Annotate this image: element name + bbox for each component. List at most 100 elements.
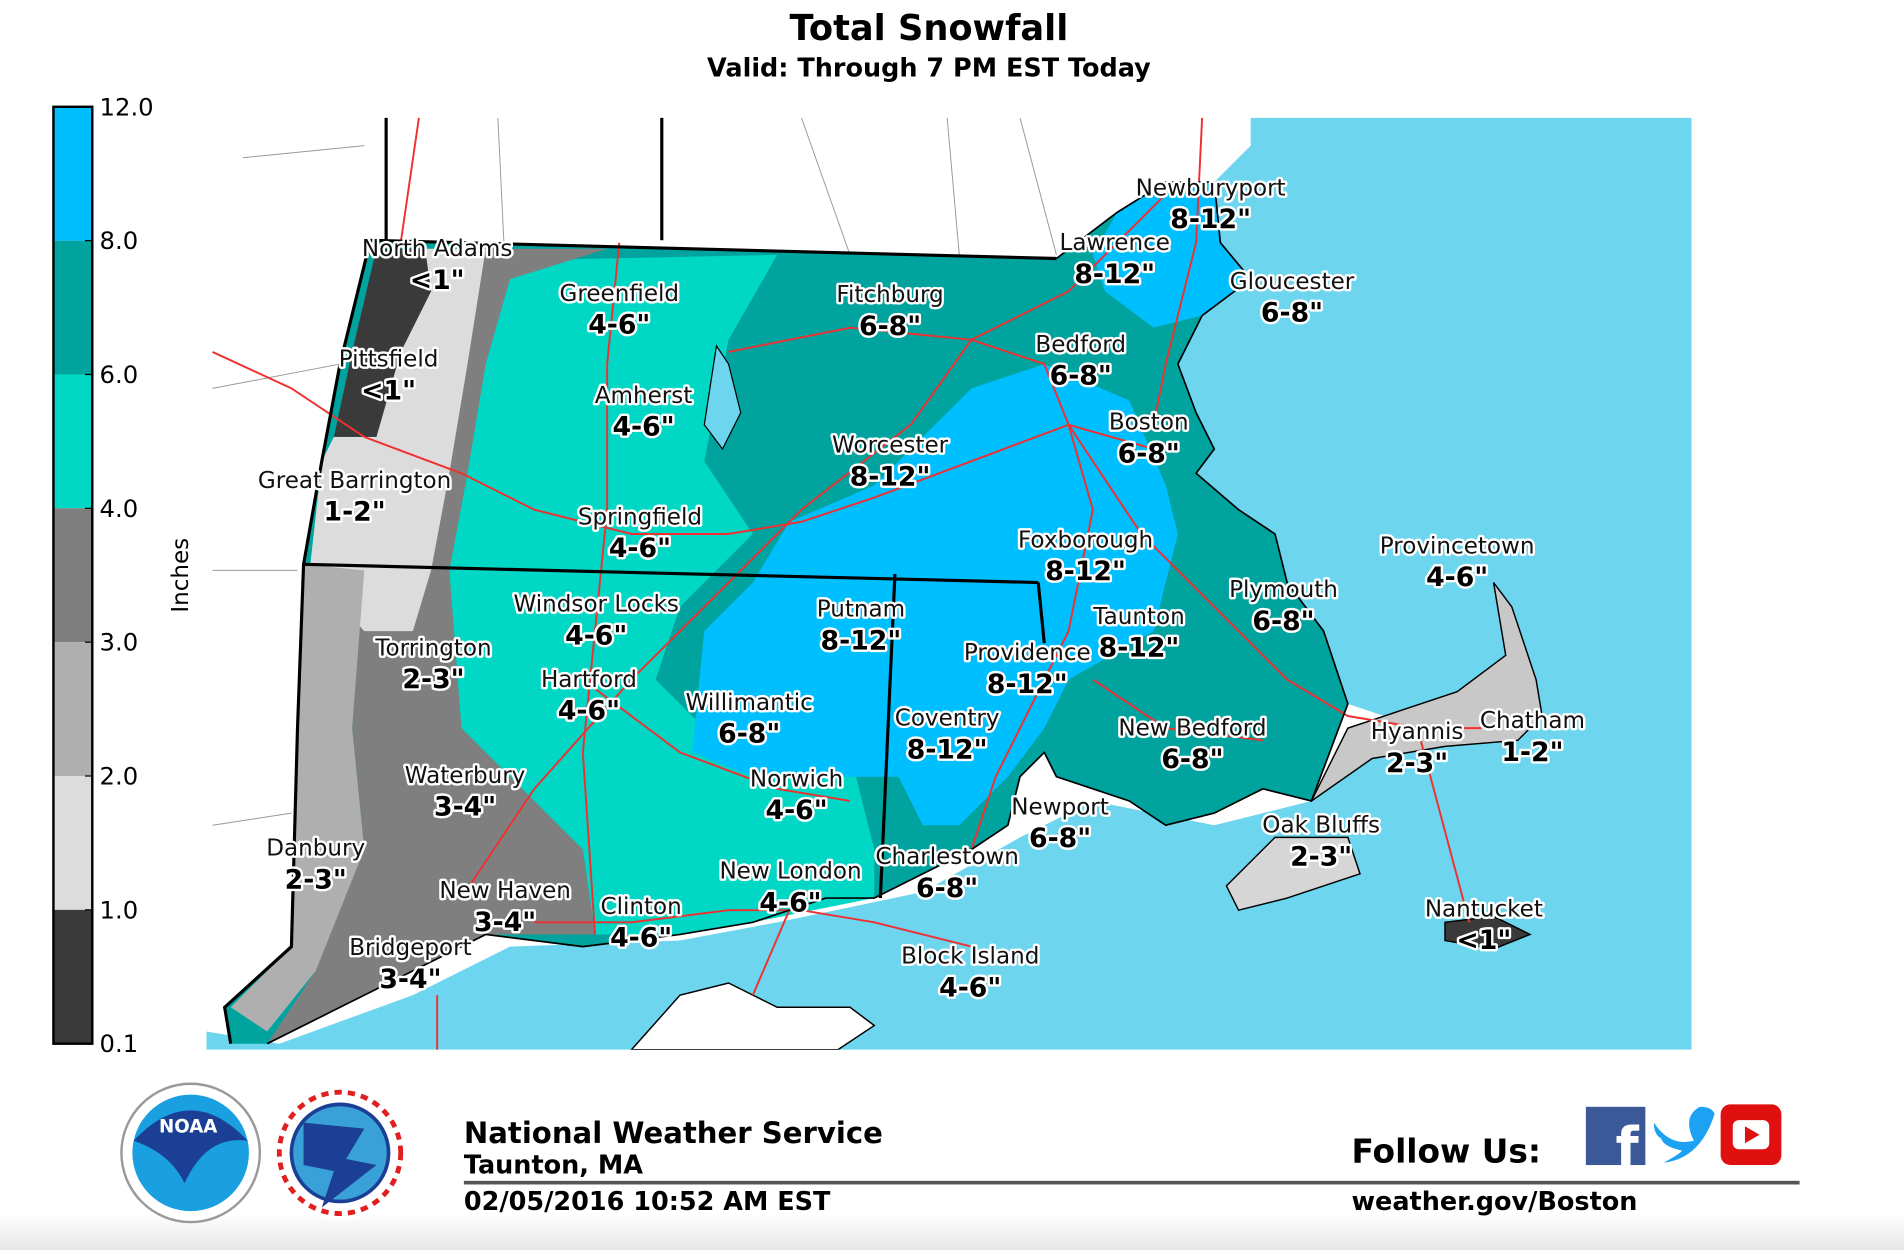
snowfall-amount: 4-6"	[1426, 562, 1488, 593]
location-name: Worcester	[832, 433, 949, 459]
twitter-icon[interactable]	[1653, 1106, 1715, 1163]
colorbar-tick-label: 4.0	[100, 494, 139, 523]
location-label: Gloucester 6-8"	[1227, 266, 1357, 331]
location-label: Bedford 6-8"	[1033, 330, 1128, 395]
snowfall-amount: 6-8"	[916, 873, 978, 904]
snowfall-amount: 3-4"	[474, 907, 536, 938]
location-label: Charlestown 6-8"	[873, 842, 1021, 907]
location-name: New London	[719, 859, 861, 885]
location-name: Nantucket	[1425, 896, 1543, 922]
location-name: Springfield	[578, 504, 702, 530]
nws-logo	[273, 1086, 407, 1220]
location-name: Oak Bluffs	[1262, 813, 1380, 839]
youtube-icon[interactable]	[1720, 1104, 1782, 1166]
location-label: North Adams <1"	[360, 234, 515, 299]
location-name: Newburyport	[1136, 175, 1286, 201]
snowfall-amount: 4-6"	[565, 620, 627, 651]
location-name: Fitchburg	[836, 282, 943, 308]
location-name: Windsor Locks	[513, 592, 678, 618]
location-label: Amherst 4-6"	[592, 380, 694, 445]
location-name: Clinton	[601, 894, 682, 920]
location-name: Coventry	[895, 706, 1000, 732]
snowfall-amount: 4-6"	[610, 923, 672, 954]
snow-2-3in	[230, 564, 365, 1032]
location-label: Fitchburg 6-8"	[834, 280, 946, 345]
website-link[interactable]: weather.gov/Boston	[1352, 1187, 1638, 1217]
footer-divider	[463, 1180, 1800, 1185]
snowfall-amount: <1"	[410, 265, 465, 296]
location-label: Newport 6-8"	[1009, 792, 1111, 857]
location-name: Hyannis	[1371, 719, 1464, 745]
colorbar-tick-label: 12.0	[100, 92, 154, 121]
colorbar-tick-label: 3.0	[100, 628, 139, 657]
location-labels: North Adams<1"Pittsfield<1"Great Barring…	[255, 173, 1587, 1006]
location-label: Foxborough 8-12"	[1016, 525, 1156, 590]
snowfall-amount: 2-3"	[402, 664, 464, 695]
location-label: Provincetown 4-6"	[1377, 531, 1537, 596]
snowfall-amount: <1"	[361, 375, 416, 406]
nws-office: Taunton, MA	[464, 1151, 643, 1181]
location-name: New Bedford	[1118, 715, 1266, 741]
snowfall-amount: 4-6"	[759, 887, 821, 918]
location-label: Chatham 1-2"	[1477, 706, 1587, 771]
snowfall-amount: 1-2"	[1501, 737, 1563, 768]
svg-text:f: f	[1616, 1115, 1640, 1178]
location-name: Norwich	[750, 766, 843, 792]
colorbar-bin	[53, 240, 93, 375]
location-name: Danbury	[266, 836, 365, 862]
ocean	[206, 117, 1692, 1050]
location-label: Torrington 2-3"	[372, 633, 494, 698]
location-label: Nantucket <1"	[1422, 894, 1545, 959]
location-name: Boston	[1109, 410, 1189, 436]
location-name: Waterbury	[405, 763, 526, 789]
location-label: Taunton 8-12"	[1090, 601, 1187, 666]
location-name: Chatham	[1480, 708, 1585, 734]
snowfall-amount: 2-3"	[1386, 748, 1448, 779]
snow-8-12in	[692, 364, 1178, 826]
snowfall-amount: 3-4"	[434, 792, 496, 823]
snow-3-4in	[267, 248, 608, 1044]
snowfall-amount: 6-8"	[859, 311, 921, 342]
colorbar-bin	[53, 909, 93, 1044]
quabbin-reservoir	[703, 344, 742, 451]
noaa-logo: NOAA	[120, 1082, 262, 1224]
snow-under-1in	[333, 248, 432, 437]
location-name: Amherst	[595, 383, 693, 409]
colorbar-bin	[53, 776, 93, 910]
location-name: Gloucester	[1230, 269, 1355, 295]
colorbar-bin	[53, 106, 93, 241]
facebook-icon[interactable]: f	[1585, 1106, 1646, 1178]
location-name: Taunton	[1092, 604, 1184, 630]
location-name: Plymouth	[1229, 577, 1338, 603]
cape-cod	[1310, 582, 1543, 802]
colorbar-tick-label: 2.0	[100, 762, 139, 791]
location-name: Greenfield	[560, 281, 680, 307]
location-name: Charlestown	[875, 844, 1019, 870]
location-label: Providence 8-12"	[961, 638, 1093, 703]
colorbar-bin	[53, 508, 93, 643]
snowfall-amount: 4-6"	[609, 533, 671, 564]
snowfall-amount: 6-8"	[1261, 298, 1323, 329]
map-subtitle: Valid: Through 7 PM EST Today	[707, 53, 1151, 83]
location-name: Bridgeport	[349, 935, 471, 961]
snow-8-12in-northshore	[1092, 182, 1251, 328]
location-label: Coventry 8-12"	[892, 703, 1002, 768]
snowfall-amount: 6-8"	[1161, 744, 1223, 775]
location-name: Block Island	[901, 944, 1039, 970]
snow-1-2in	[309, 248, 486, 632]
snowfall-amount: 8-12"	[987, 669, 1068, 700]
snowfall-amount: 4-6"	[939, 972, 1001, 1003]
snowfall-amount: 8-12"	[1170, 204, 1251, 235]
snowfall-amount: 6-8"	[1050, 361, 1112, 392]
location-name: Provincetown	[1380, 533, 1535, 559]
noaa-logo-text: NOAA	[159, 1116, 217, 1137]
location-label: Clinton 4-6"	[598, 891, 684, 956]
colorbar-label: Inches	[168, 538, 194, 613]
location-label: Norwich 4-6"	[747, 764, 845, 829]
location-name: Putnam	[817, 597, 905, 623]
